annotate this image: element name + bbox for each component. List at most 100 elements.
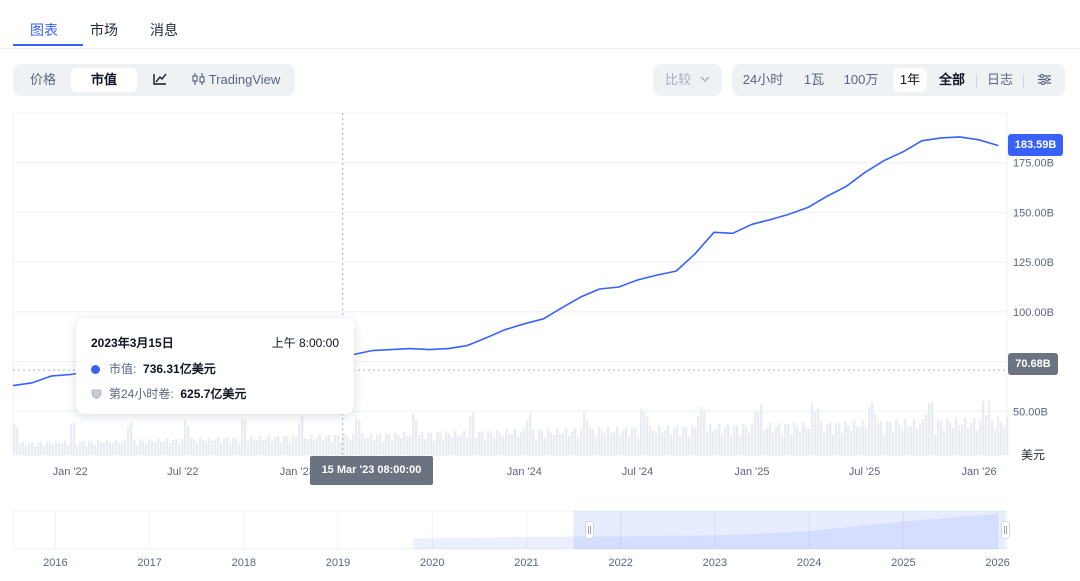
volume-bar	[115, 439, 118, 455]
volume-bar	[640, 408, 643, 455]
range-24h-button[interactable]: 24小时	[742, 72, 784, 87]
volume-bar	[997, 416, 1000, 455]
line-chart-button[interactable]	[139, 68, 181, 92]
volume-bar	[460, 435, 463, 455]
volume-bar	[415, 419, 418, 455]
volume-bar	[97, 440, 100, 455]
volume-bar	[622, 429, 625, 455]
chart-tooltip: 2023年3月15日 上午 8:00:00 市值: 736.31亿美元 第24小…	[76, 318, 354, 414]
volume-bar	[202, 440, 205, 455]
volume-bar	[1000, 422, 1003, 455]
volume-bar	[883, 434, 886, 455]
volume-bar	[298, 422, 301, 455]
volume-bar	[64, 440, 67, 455]
volume-bar	[973, 417, 976, 455]
compare-dropdown[interactable]: 比较	[653, 64, 722, 96]
volume-bar	[208, 437, 211, 455]
compare-button[interactable]: 比较	[657, 68, 718, 92]
range-1w-button[interactable]: 1瓦	[803, 72, 825, 87]
volume-bar	[913, 418, 916, 455]
volume-bar	[937, 419, 940, 455]
volume-bar	[589, 428, 592, 455]
tab-market[interactable]: 市场	[90, 22, 118, 38]
market-cap-button[interactable]: 市值	[71, 68, 137, 92]
volume-bar	[193, 439, 196, 455]
navigator-right-handle[interactable]	[1001, 521, 1010, 539]
volume-bar	[451, 437, 454, 455]
volume-bar	[313, 439, 316, 455]
volume-bar	[385, 433, 388, 455]
volume-bar	[130, 422, 133, 455]
tradingview-button[interactable]: TradingView	[183, 68, 289, 92]
volume-bar	[178, 443, 181, 455]
volume-bar	[841, 433, 844, 455]
volume-bar	[820, 421, 823, 455]
volume-bar	[244, 420, 247, 455]
volume-bar	[916, 428, 919, 455]
volume-bar	[295, 437, 298, 455]
volume-bar	[157, 438, 160, 455]
volume-bar	[268, 435, 271, 455]
volume-bar	[292, 435, 295, 455]
navigator-frame	[12, 510, 1008, 550]
volume-bar	[799, 431, 802, 455]
volume-bar	[892, 431, 895, 455]
navigator-year-label: 2021	[514, 557, 538, 569]
volume-bar	[277, 435, 280, 455]
volume-bar	[310, 434, 313, 455]
volume-bar	[19, 443, 22, 455]
volume-bar	[556, 428, 559, 455]
volume-bar	[601, 431, 604, 455]
range-1y-button[interactable]: 1年	[893, 68, 927, 92]
range-all-button[interactable]: 全部	[938, 72, 965, 87]
tab-chart[interactable]: 图表	[30, 22, 58, 38]
volume-bar	[550, 432, 553, 455]
navigator-year-label: 2020	[420, 557, 444, 569]
volume-bar	[100, 442, 103, 455]
volume-bar	[91, 441, 94, 455]
volume-bar	[346, 436, 349, 455]
crosshair-value-badge: 70.68B	[1008, 353, 1058, 375]
volume-bar	[736, 425, 739, 455]
tooltip-market-cap-row: 市值: 736.31亿美元	[91, 360, 216, 377]
volume-bar	[22, 442, 25, 455]
tab-news[interactable]: 消息	[150, 22, 178, 38]
volume-bar	[817, 408, 820, 455]
volume-bar	[541, 430, 544, 455]
volume-bar	[952, 427, 955, 455]
time-navigator[interactable]: 2016 2017 2018 2019 2020 2021 2022 2023 2024 2025…	[12, 510, 1010, 569]
volume-bar	[214, 439, 217, 455]
active-tab-indicator	[13, 44, 83, 46]
volume-bar	[958, 425, 961, 455]
volume-bar	[643, 410, 646, 455]
volume-bar	[742, 423, 745, 455]
volume-bar	[79, 441, 82, 455]
volume-bar	[535, 439, 538, 455]
volume-bar	[586, 420, 589, 455]
navigator-left-handle[interactable]	[585, 521, 594, 539]
volume-bar	[871, 402, 874, 455]
price-button[interactable]: 价格	[29, 72, 56, 87]
volume-bar	[823, 432, 826, 455]
volume-bar	[637, 437, 640, 455]
volume-bar	[604, 433, 607, 455]
volume-bar	[55, 441, 58, 455]
volume-bar	[175, 438, 178, 455]
range-1m-button[interactable]: 100万	[843, 72, 879, 87]
log-scale-button[interactable]: 日志	[986, 72, 1013, 87]
volume-bar	[418, 434, 421, 455]
volume-bar	[241, 418, 244, 455]
volume-bar	[436, 432, 439, 455]
volume-bar	[391, 440, 394, 455]
volume-shield-icon	[91, 389, 102, 399]
volume-bar	[982, 400, 985, 455]
navigator-year-label: 2026	[985, 557, 1009, 569]
tooltip-market-cap-label: 市值:	[109, 362, 137, 376]
volume-bar	[163, 441, 166, 455]
volume-bar	[211, 440, 214, 455]
volume-bar	[505, 429, 508, 455]
volume-bar	[838, 423, 841, 455]
chart-settings-button[interactable]	[1028, 68, 1060, 92]
volume-bar	[109, 442, 112, 455]
